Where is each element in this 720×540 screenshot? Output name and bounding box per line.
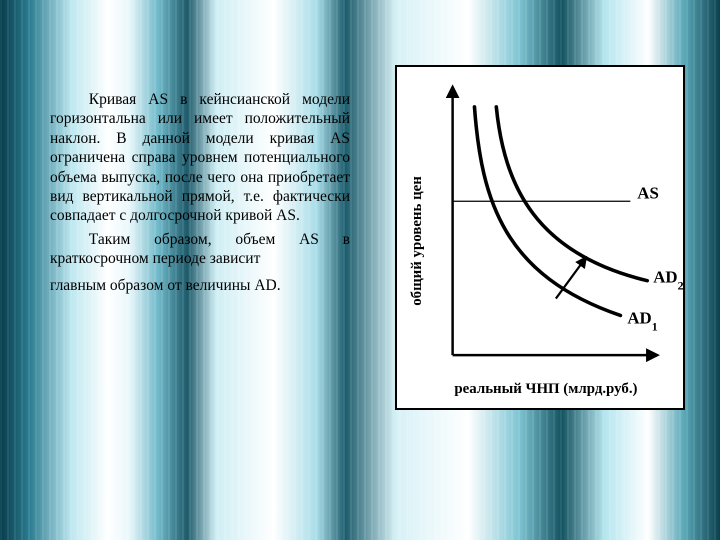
paragraph-3: главным образом от величины AD.	[50, 276, 350, 295]
curve-ad1	[474, 107, 620, 316]
label-ad2: AD2	[653, 268, 683, 293]
slide: Кривая AS в кейнсианской модели горизонт…	[0, 0, 720, 540]
paragraph-2: Таким образом, объем AS в краткосрочном …	[50, 230, 350, 269]
body-text: Кривая AS в кейнсианской модели горизонт…	[50, 90, 350, 300]
chart: общий уровень цен реальный ЧНП (млрд.руб.…	[395, 65, 685, 410]
label-ad1: AD1	[627, 308, 657, 333]
x-axis-label: реальный ЧНП (млрд.руб.)	[454, 381, 637, 397]
paragraph-1: Кривая AS в кейнсианской модели горизонт…	[50, 90, 350, 226]
y-axis-label: общий уровень цен	[409, 176, 425, 306]
chart-svg: общий уровень цен реальный ЧНП (млрд.руб.…	[397, 67, 683, 408]
label-as: AS	[637, 183, 659, 202]
curve-ad2	[496, 107, 647, 281]
